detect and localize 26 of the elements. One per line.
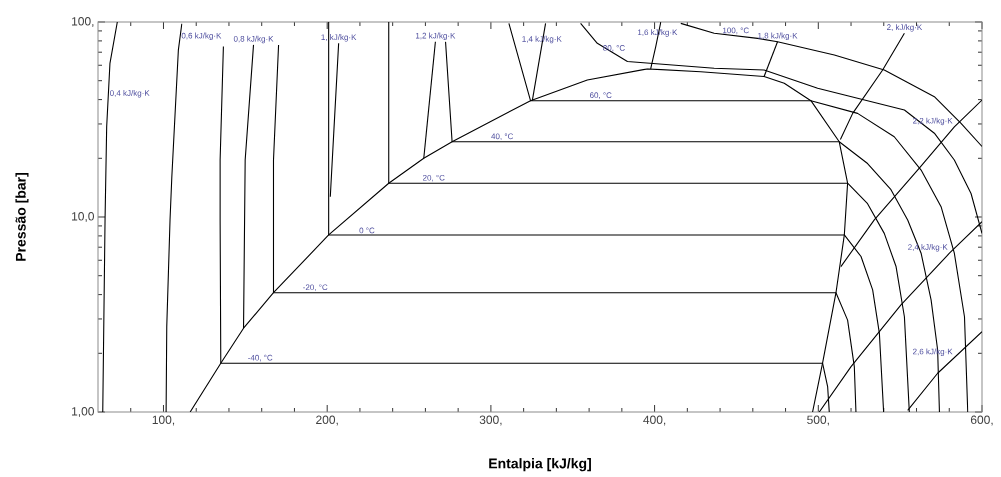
annotation: 1,2 kJ/kg·K	[416, 32, 456, 41]
annotation: 2, kJ/kg·K	[887, 24, 923, 32]
x-tick-label: 200,	[316, 415, 338, 426]
x-tick-label: 300,	[479, 415, 502, 426]
annotation: -40, °C	[248, 354, 273, 362]
annotation: 1, kJ/kg·K	[321, 34, 357, 42]
y-tick-label: 100,	[72, 17, 94, 27]
x-axis-title: Entalpia [kJ/kg]	[489, 458, 591, 472]
y-tick-label: 10,0	[72, 212, 94, 222]
annotation: 100, °C	[723, 27, 749, 35]
annotation: 2,4 kJ/kg·K	[908, 244, 948, 252]
y-axis-title: Pressão [bar]	[15, 173, 29, 261]
annotation: 0,6 kJ/kg·K	[181, 32, 222, 41]
x-tick-label: 500,	[807, 415, 829, 426]
x-tick-label: 100,	[152, 415, 175, 426]
x-tick-label: 400,	[643, 415, 666, 426]
annotation: 0,4 kJ/kg·K	[110, 90, 150, 98]
annotation: 20, °C	[423, 174, 445, 182]
annotation: 60, °C	[589, 92, 612, 99]
y-tick-label: 1,00	[72, 407, 94, 417]
annotation: 40, °C	[491, 133, 514, 141]
annotation: 1,8 kJ/kg·K	[758, 32, 798, 41]
x-tick-label: 600,	[970, 415, 993, 426]
annotation: 0 °C	[359, 227, 375, 234]
annotation: 0,8 kJ/kg·K	[233, 35, 274, 44]
annotation: -20, °C	[303, 284, 328, 292]
